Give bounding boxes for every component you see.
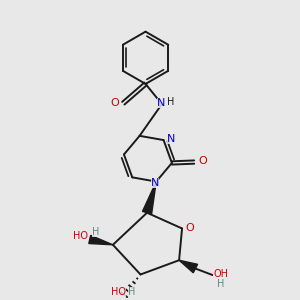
Text: HO: HO [73, 232, 88, 242]
Text: O: O [199, 157, 207, 166]
Text: N: N [157, 98, 166, 108]
Text: HO: HO [111, 287, 126, 297]
Text: H: H [217, 279, 225, 289]
Polygon shape [142, 182, 156, 214]
Text: N: N [151, 178, 159, 188]
Text: N: N [167, 134, 175, 145]
Text: H: H [92, 227, 99, 237]
Text: O: O [185, 223, 194, 233]
Text: H: H [128, 287, 135, 297]
Polygon shape [179, 260, 198, 273]
Text: OH: OH [213, 269, 228, 280]
Text: H: H [167, 97, 175, 107]
Polygon shape [89, 236, 113, 245]
Text: O: O [110, 98, 119, 108]
